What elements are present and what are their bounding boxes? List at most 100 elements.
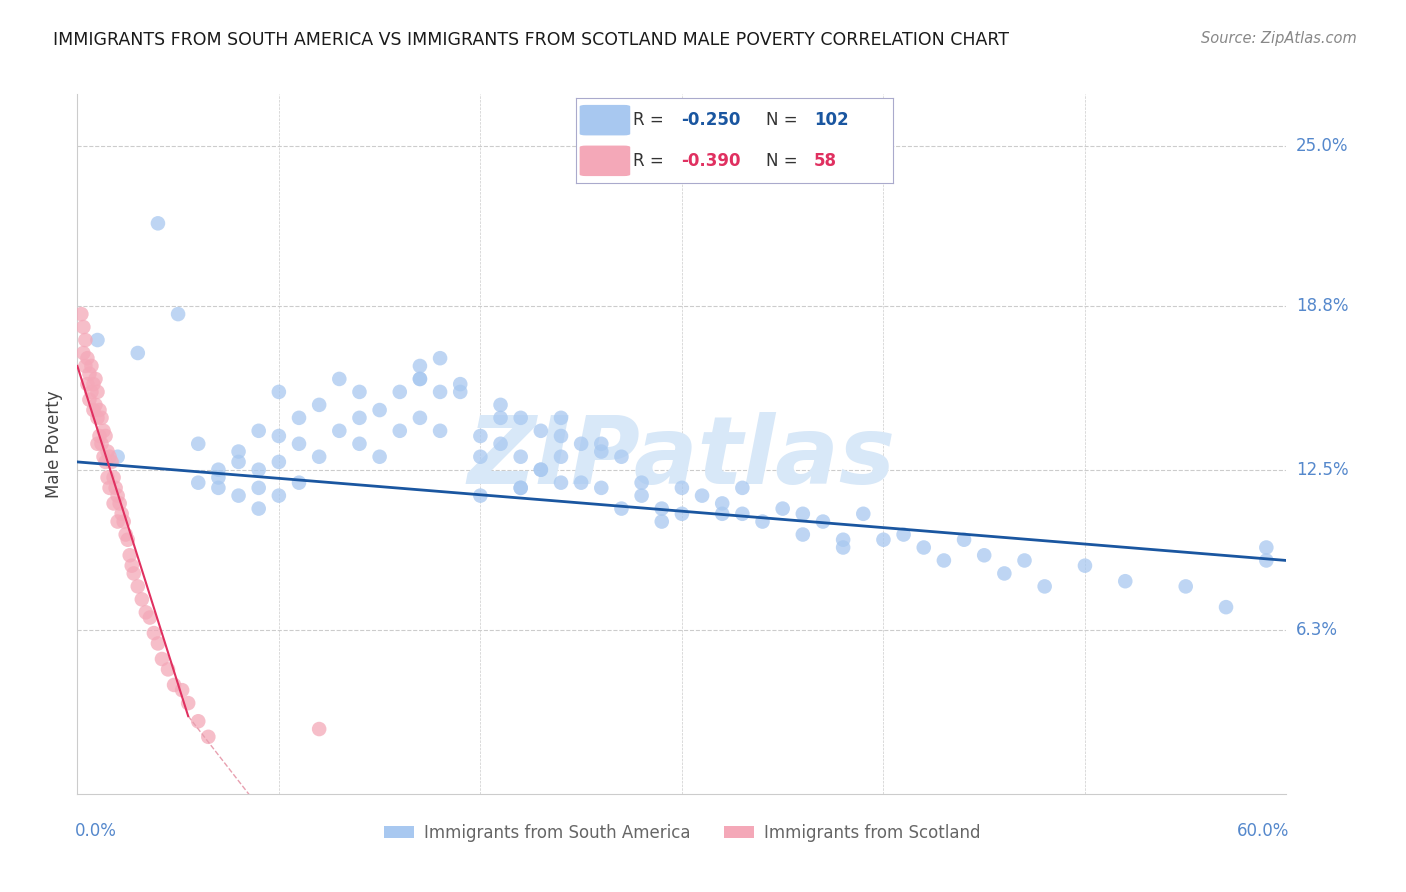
Point — [489, 436, 512, 450]
Point — [569, 475, 592, 490]
Point — [247, 501, 270, 516]
Point — [388, 424, 411, 438]
Point — [207, 463, 229, 477]
Point — [509, 410, 531, 425]
Text: 12.5%: 12.5% — [1296, 460, 1348, 479]
Point — [107, 489, 129, 503]
Point — [96, 444, 118, 458]
Point — [76, 377, 98, 392]
Point — [973, 549, 995, 563]
Point — [993, 566, 1015, 581]
Point — [228, 489, 250, 503]
Point — [93, 424, 115, 438]
Point — [72, 320, 94, 334]
Point — [569, 436, 592, 450]
Point — [953, 533, 976, 547]
Point — [127, 579, 149, 593]
Point — [267, 489, 290, 503]
Point — [1256, 541, 1278, 555]
Text: 58: 58 — [814, 152, 837, 169]
Point — [135, 605, 157, 619]
Y-axis label: Male Poverty: Male Poverty — [45, 390, 63, 498]
Point — [470, 429, 492, 443]
Point — [328, 424, 350, 438]
Text: 102: 102 — [814, 112, 848, 129]
Point — [267, 455, 290, 469]
Point — [711, 496, 734, 510]
Point — [470, 489, 492, 503]
Point — [157, 662, 180, 676]
Point — [167, 307, 190, 321]
Point — [107, 450, 129, 464]
Point — [690, 489, 713, 503]
Text: 18.8%: 18.8% — [1296, 297, 1348, 315]
Point — [409, 359, 432, 373]
Point — [117, 533, 139, 547]
Point — [368, 450, 391, 464]
FancyBboxPatch shape — [579, 105, 630, 136]
Point — [228, 444, 250, 458]
Text: -0.390: -0.390 — [681, 152, 741, 169]
Point — [84, 372, 107, 386]
Point — [197, 730, 219, 744]
Point — [711, 507, 734, 521]
Point — [1074, 558, 1097, 573]
Point — [103, 496, 125, 510]
Point — [98, 481, 121, 495]
Point — [86, 436, 108, 450]
Point — [772, 501, 794, 516]
Point — [731, 481, 754, 495]
Point — [94, 429, 117, 443]
Point — [349, 436, 371, 450]
Point — [630, 489, 652, 503]
Point — [470, 450, 492, 464]
Point — [489, 410, 512, 425]
Point — [591, 481, 613, 495]
Point — [449, 384, 471, 399]
Point — [187, 714, 209, 729]
Point — [108, 496, 131, 510]
Point — [671, 481, 693, 495]
Point — [509, 450, 531, 464]
Text: N =: N = — [766, 112, 803, 129]
Point — [228, 455, 250, 469]
Point — [409, 372, 432, 386]
Point — [247, 481, 270, 495]
Point — [122, 566, 145, 581]
Point — [591, 444, 613, 458]
FancyBboxPatch shape — [579, 145, 630, 176]
Text: 0.0%: 0.0% — [75, 822, 117, 840]
Point — [187, 475, 209, 490]
Point — [86, 333, 108, 347]
Point — [550, 429, 572, 443]
Text: R =: R = — [633, 112, 669, 129]
Point — [731, 507, 754, 521]
Point — [671, 507, 693, 521]
Point — [893, 527, 915, 541]
Text: 6.3%: 6.3% — [1296, 622, 1339, 640]
Point — [72, 346, 94, 360]
Point — [89, 403, 111, 417]
Point — [349, 410, 371, 425]
Text: ZIPatlas: ZIPatlas — [468, 412, 896, 504]
Point — [84, 398, 107, 412]
Point — [267, 384, 290, 399]
Point — [550, 450, 572, 464]
Point — [76, 351, 98, 366]
Point — [121, 558, 143, 573]
Point — [118, 549, 141, 563]
Point — [111, 507, 134, 521]
Text: N =: N = — [766, 152, 803, 169]
Point — [107, 515, 129, 529]
Point — [832, 533, 855, 547]
Point — [429, 384, 451, 399]
Point — [610, 450, 633, 464]
Point — [86, 410, 108, 425]
Point — [82, 403, 104, 417]
Point — [1174, 579, 1197, 593]
Point — [146, 636, 169, 650]
Point — [429, 351, 451, 366]
Text: Source: ZipAtlas.com: Source: ZipAtlas.com — [1201, 31, 1357, 46]
Point — [651, 501, 673, 516]
Point — [1014, 553, 1036, 567]
